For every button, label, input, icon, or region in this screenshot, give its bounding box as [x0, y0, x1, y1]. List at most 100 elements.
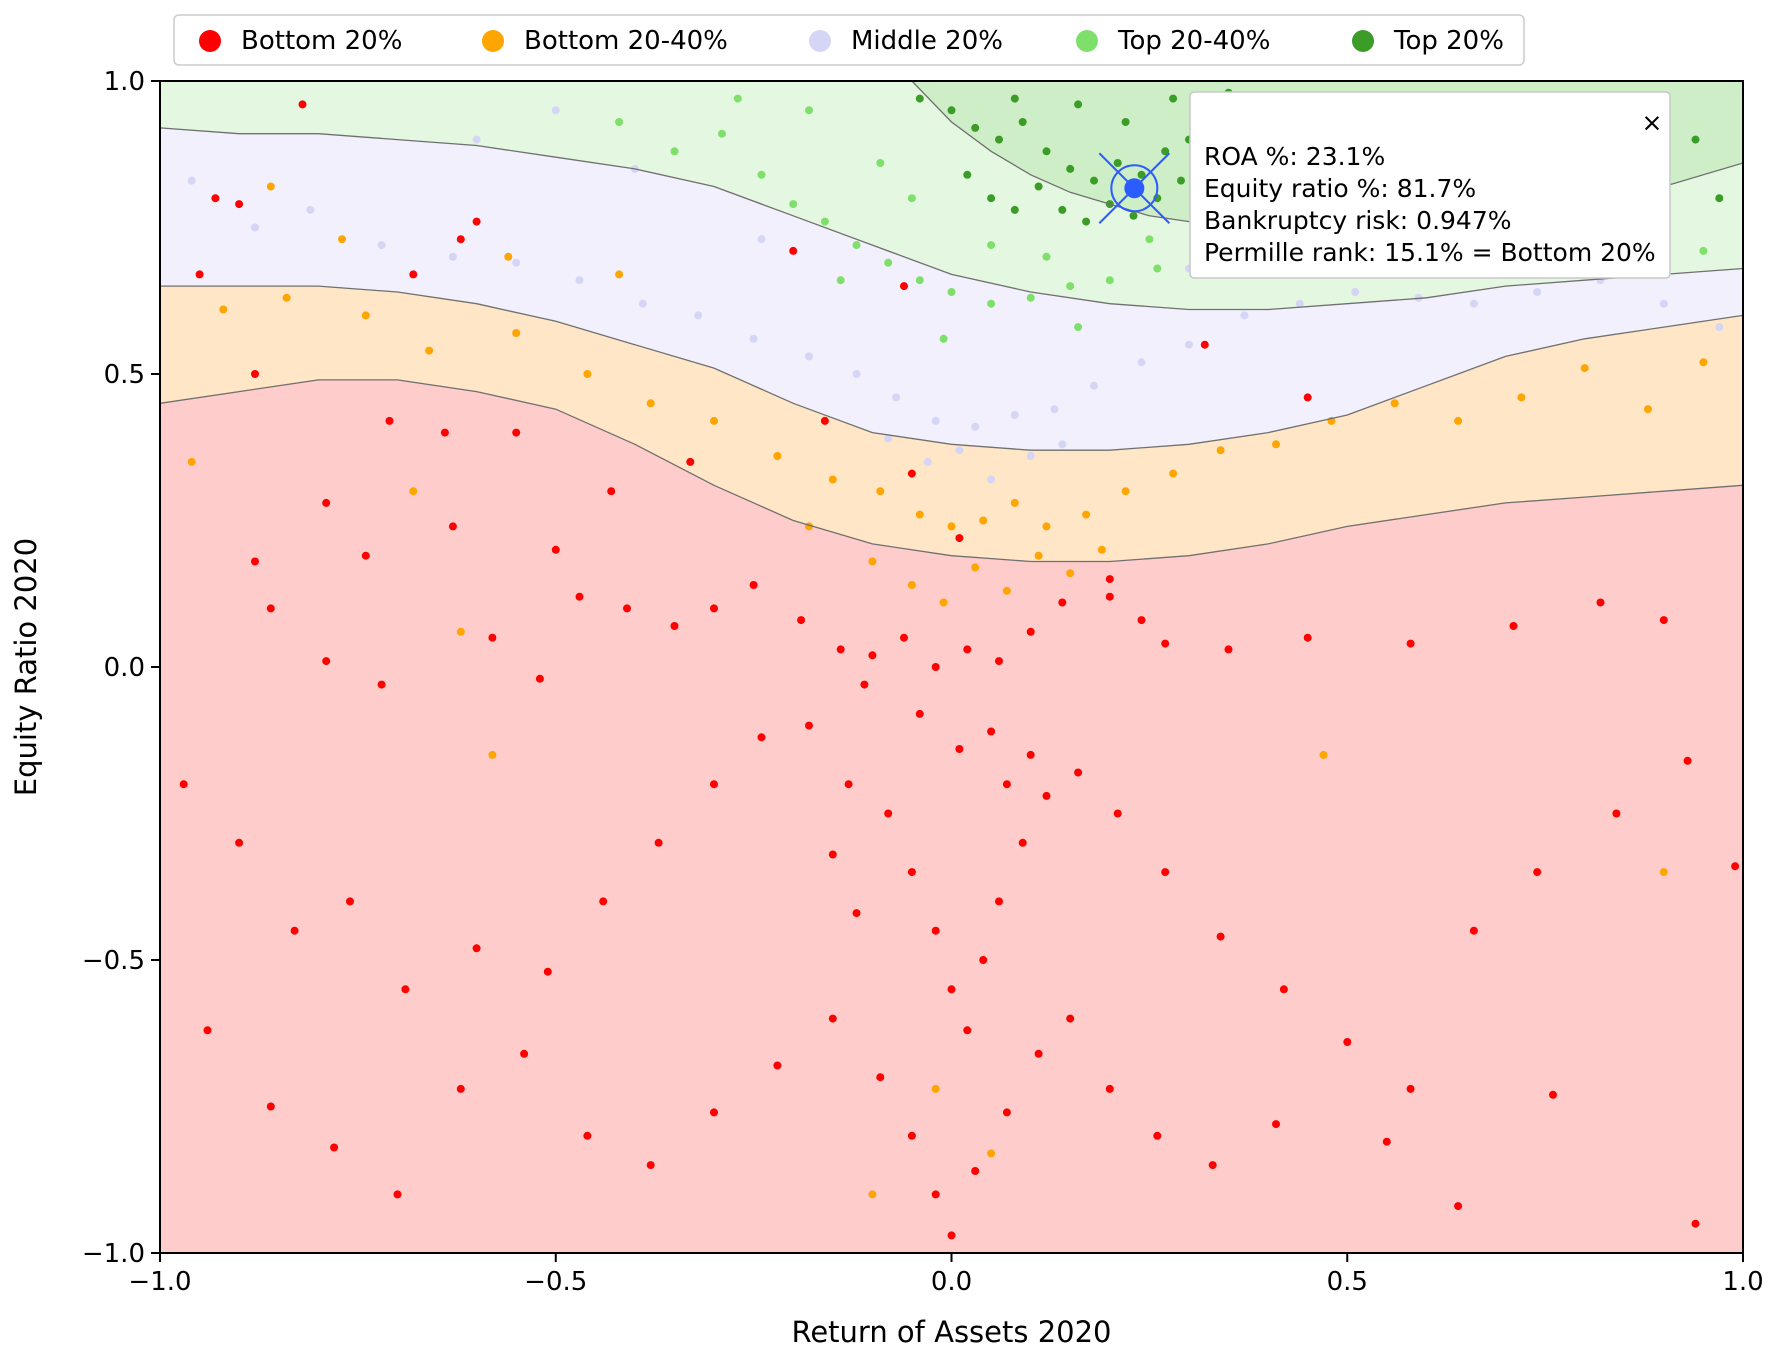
data-point — [187, 457, 196, 466]
data-point — [1185, 340, 1193, 349]
highlight-point — [1124, 178, 1145, 199]
data-point — [1454, 1202, 1463, 1211]
data-point — [995, 135, 1003, 144]
data-point — [963, 170, 972, 179]
data-point — [884, 809, 893, 818]
data-point — [1659, 616, 1668, 625]
data-point — [219, 305, 228, 314]
data-point — [1295, 299, 1304, 308]
data-point — [1216, 932, 1225, 941]
data-point — [971, 563, 980, 572]
data-point — [955, 534, 964, 543]
data-point — [251, 370, 259, 378]
data-point — [1042, 147, 1051, 156]
x-tick-label: −1.0 — [128, 1267, 191, 1297]
data-point — [757, 733, 766, 742]
data-point — [884, 434, 893, 443]
data-point — [615, 118, 624, 126]
data-point — [1066, 1014, 1075, 1023]
data-point — [971, 1167, 980, 1175]
data-point — [179, 780, 188, 789]
data-point — [947, 522, 956, 531]
data-point — [1382, 1137, 1391, 1146]
data-point — [251, 557, 259, 566]
data-point — [203, 1026, 212, 1035]
data-point — [1699, 358, 1708, 367]
data-point — [915, 276, 924, 285]
data-point — [987, 1149, 996, 1158]
data-point — [1090, 176, 1098, 185]
data-point — [488, 633, 497, 642]
data-point — [266, 1102, 275, 1111]
data-point — [955, 446, 964, 455]
data-point — [1216, 446, 1225, 455]
data-point — [583, 370, 592, 378]
data-point — [575, 592, 584, 601]
data-point — [805, 721, 813, 730]
data-point — [377, 241, 386, 250]
data-point — [1018, 118, 1027, 126]
data-point — [1058, 205, 1067, 214]
data-point — [1105, 276, 1114, 285]
tooltip-line: ROA %: 23.1% — [1204, 142, 1385, 171]
data-point — [1050, 405, 1059, 414]
data-point — [607, 487, 616, 496]
data-point — [440, 428, 449, 437]
data-point — [1066, 569, 1075, 578]
data-point — [828, 1014, 837, 1023]
data-point — [1699, 246, 1708, 255]
close-icon[interactable]: × — [1642, 108, 1663, 137]
data-point — [235, 838, 244, 847]
data-point — [1683, 756, 1692, 765]
data-point — [401, 985, 410, 994]
x-tick-label: 0.5 — [1327, 1267, 1368, 1297]
data-point — [1351, 288, 1360, 296]
legend-label: Top 20% — [1393, 26, 1504, 56]
data-point — [1042, 252, 1051, 261]
data-point — [947, 288, 956, 296]
data-point — [971, 422, 980, 431]
data-point — [749, 334, 758, 343]
data-point — [1169, 469, 1178, 478]
data-point — [551, 545, 560, 554]
data-point — [1105, 575, 1114, 584]
contour-line — [160, 379, 1743, 563]
data-point — [963, 645, 972, 654]
data-point — [907, 194, 916, 203]
data-point — [1161, 147, 1170, 156]
data-point — [670, 622, 679, 630]
data-point — [876, 159, 885, 167]
series-0 — [179, 100, 1740, 1240]
data-point — [710, 416, 718, 425]
data-point — [456, 627, 465, 636]
data-point — [1002, 1108, 1011, 1117]
data-point — [472, 217, 481, 226]
legend-marker — [482, 30, 504, 52]
data-point — [187, 176, 196, 185]
data-point — [876, 487, 885, 496]
data-point — [710, 780, 718, 789]
data-point — [971, 123, 980, 132]
data-point — [1303, 393, 1312, 402]
data-point — [1533, 288, 1542, 296]
data-point — [1224, 645, 1233, 654]
data-point — [947, 106, 956, 115]
data-point — [1010, 411, 1019, 419]
data-point — [1153, 1131, 1162, 1140]
data-point — [805, 106, 813, 115]
data-point — [1454, 416, 1463, 425]
data-point — [1469, 299, 1478, 308]
data-point — [852, 241, 861, 250]
data-point — [1715, 194, 1724, 203]
data-point — [1691, 135, 1700, 144]
legend-marker — [1076, 30, 1098, 52]
data-point — [456, 235, 465, 244]
data-point — [1002, 586, 1011, 595]
data-point — [1533, 868, 1542, 877]
data-point — [931, 663, 940, 671]
data-point — [1034, 1049, 1043, 1058]
highlight-ring — [1110, 164, 1159, 213]
tooltip-box — [1189, 91, 1671, 279]
y-tick-label: −0.5 — [82, 946, 145, 976]
